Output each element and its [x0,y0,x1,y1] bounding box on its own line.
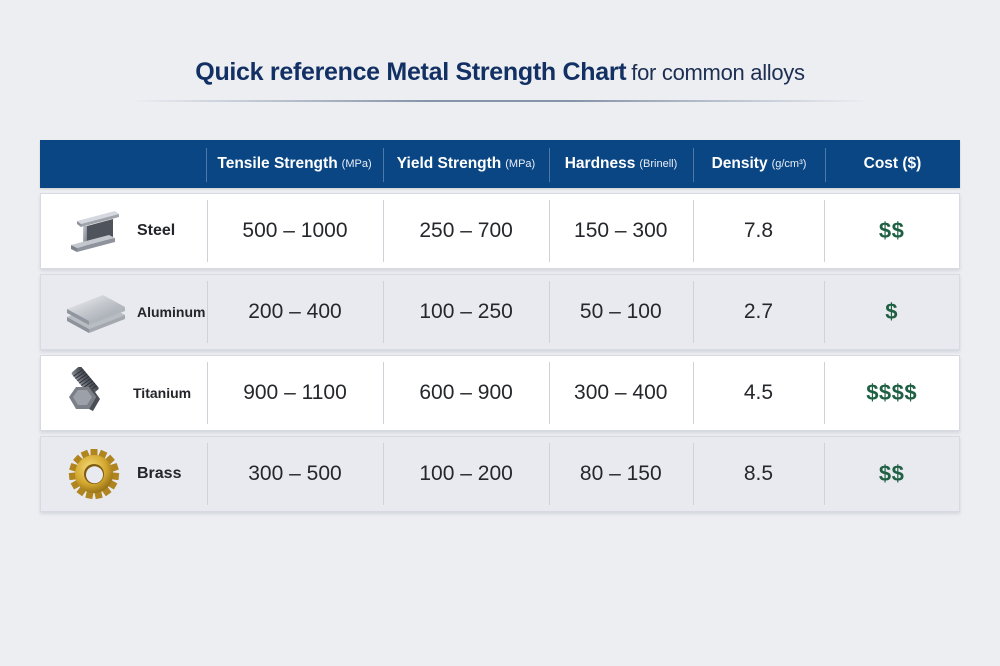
page-title: Quick reference Metal Strength Chart for … [130,54,870,91]
metal-cell: Steel [41,194,207,268]
title-divider [130,100,870,102]
metal-strength-table: Tensile Strength (MPa) Yield Strength (MPa… [40,140,960,512]
metal-name: Steel [137,222,176,239]
density-value: 4.5 [692,356,825,430]
tensile-value: 300 – 500 [206,437,384,511]
header-density: Density (g/cm³) [693,140,825,188]
density-value: 8.5 [692,437,825,511]
table-row-steel: Steel 500 – 1000 250 – 700 150 – 300 7.8… [40,193,960,269]
header-cost: Cost ($) [825,140,960,188]
table-row-titanium: Titanium 900 – 1100 600 – 900 300 – 400 … [40,355,960,431]
cost-value: $$$$ [824,356,959,430]
metal-name: Titanium [133,385,192,401]
header-hardness: Hardness (Brinell) [549,140,693,188]
hardness-value: 300 – 400 [548,356,693,430]
table-row-aluminum: Aluminum 200 – 400 100 – 250 50 – 100 2.… [40,274,960,350]
metal-cell: Brass [41,437,207,511]
brass-gear-icon [55,446,133,502]
yield-value: 100 – 200 [383,437,549,511]
header-yield: Yield Strength (MPa) [383,140,549,188]
table-header: Tensile Strength (MPa) Yield Strength (MPa… [40,140,960,188]
density-value: 7.8 [692,194,825,268]
header-tensile: Tensile Strength (MPa) [206,140,383,188]
i-beam-icon [55,203,133,259]
hex-bolt-icon [55,365,133,421]
tensile-value: 900 – 1100 [206,356,384,430]
aluminum-sheet-icon [55,284,137,340]
cost-value: $ [824,275,959,349]
cost-value: $$ [824,437,959,511]
density-value: 2.7 [692,275,825,349]
yield-value: 100 – 250 [383,275,549,349]
yield-value: 250 – 700 [383,194,549,268]
metal-name: Brass [137,465,182,482]
table-row-brass: Brass 300 – 500 100 – 200 80 – 150 8.5 $… [40,436,960,512]
hardness-value: 50 – 100 [548,275,693,349]
metal-cell: Aluminum [41,275,207,349]
metal-name: Aluminum [137,304,206,320]
title-subtitle: for common alloys [631,60,805,85]
tensile-value: 500 – 1000 [206,194,384,268]
tensile-value: 200 – 400 [206,275,384,349]
header-metal [40,140,206,188]
title-bold: Quick reference Metal Strength Chart [195,58,627,86]
metal-cell: Titanium [41,356,207,430]
hardness-value: 80 – 150 [548,437,693,511]
cost-value: $$ [824,194,959,268]
yield-value: 600 – 900 [383,356,549,430]
hardness-value: 150 – 300 [548,194,693,268]
